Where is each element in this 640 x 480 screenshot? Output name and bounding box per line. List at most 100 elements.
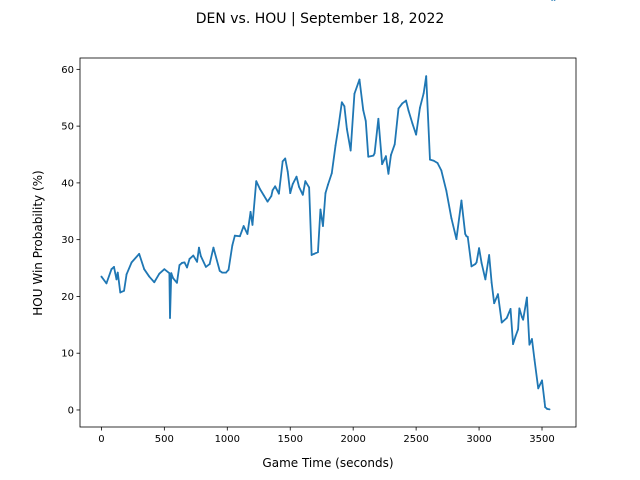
data-point xyxy=(432,159,435,162)
data-point xyxy=(163,268,166,271)
data-point xyxy=(291,183,294,185)
y-axis-label: HOU Win Probability (%) xyxy=(31,170,45,315)
data-point xyxy=(249,210,252,213)
data-point xyxy=(192,254,195,257)
data-point xyxy=(390,154,392,156)
data-point xyxy=(466,235,469,238)
data-point xyxy=(528,343,531,346)
data-point xyxy=(367,155,370,158)
data-point xyxy=(522,318,525,321)
data-point xyxy=(304,180,307,183)
data-point xyxy=(286,170,289,173)
data-point xyxy=(168,272,171,275)
data-point xyxy=(436,162,439,164)
data-point xyxy=(153,281,156,284)
data-point xyxy=(546,407,548,410)
data-point xyxy=(340,101,343,104)
data-point xyxy=(334,144,337,147)
data-point xyxy=(345,128,348,130)
data-point xyxy=(358,78,361,81)
data-point xyxy=(324,192,327,195)
data-point xyxy=(543,400,546,403)
data-point xyxy=(419,107,421,109)
data-point xyxy=(425,75,428,78)
axes-frame xyxy=(79,57,577,428)
data-point xyxy=(455,238,458,240)
data-point xyxy=(123,289,125,292)
data-point xyxy=(218,269,221,272)
data-point xyxy=(385,155,387,158)
data-point xyxy=(170,272,173,275)
data-point xyxy=(484,278,487,281)
data-point xyxy=(493,302,496,305)
data-point xyxy=(115,278,118,281)
data-point xyxy=(537,387,540,390)
data-point xyxy=(119,291,122,294)
data-point xyxy=(199,255,202,258)
data-point xyxy=(317,251,319,254)
data-point xyxy=(186,266,188,269)
data-point xyxy=(509,308,512,310)
data-point xyxy=(488,254,491,256)
data-point xyxy=(422,92,425,95)
data-point xyxy=(464,233,467,235)
y-tick-label: 40 xyxy=(61,178,74,189)
data-point xyxy=(176,281,178,284)
data-point xyxy=(450,217,453,219)
x-tick-label: 0 xyxy=(98,434,104,445)
y-axis-ticks: 0 10 20 30 40 50 60 xyxy=(61,65,80,416)
data-point xyxy=(362,109,365,112)
data-point xyxy=(415,133,418,136)
data-point xyxy=(514,335,517,338)
data-points xyxy=(100,0,556,411)
data-point xyxy=(551,0,553,1)
data-point xyxy=(169,317,171,319)
data-point xyxy=(407,109,410,112)
data-point xyxy=(143,268,146,271)
data-point xyxy=(500,321,503,324)
data-point xyxy=(445,189,448,192)
data-point xyxy=(298,185,300,188)
data-point xyxy=(138,252,141,255)
data-point xyxy=(497,293,499,296)
data-point xyxy=(397,107,400,110)
data-point xyxy=(255,180,258,183)
data-point xyxy=(526,296,528,299)
y-tick-label: 20 xyxy=(61,292,74,303)
data-point xyxy=(208,263,211,265)
x-tick-label: 3500 xyxy=(529,434,554,445)
data-point xyxy=(377,117,380,120)
data-point xyxy=(490,281,493,284)
data-point xyxy=(289,192,292,195)
data-point xyxy=(231,244,234,247)
x-tick-label: 500 xyxy=(155,434,174,445)
data-point xyxy=(238,235,241,238)
data-point xyxy=(387,172,390,175)
data-point xyxy=(373,152,376,155)
data-point xyxy=(227,268,230,271)
data-point xyxy=(353,92,356,95)
data-point xyxy=(308,186,311,189)
y-tick-label: 10 xyxy=(61,349,74,360)
data-point xyxy=(270,195,273,197)
data-point xyxy=(327,183,329,186)
data-point xyxy=(470,265,473,268)
data-point xyxy=(221,271,224,274)
data-point xyxy=(110,268,113,271)
data-point xyxy=(475,261,478,264)
data-point xyxy=(100,275,103,278)
y-tick-label: 0 xyxy=(68,405,74,416)
data-point xyxy=(319,208,322,211)
data-point xyxy=(301,193,304,196)
data-point xyxy=(405,99,407,102)
data-point xyxy=(474,263,477,265)
data-point xyxy=(518,307,521,310)
data-point xyxy=(429,158,431,161)
data-point xyxy=(364,120,367,122)
data-point xyxy=(259,188,261,191)
data-point xyxy=(225,271,227,274)
data-point xyxy=(313,252,316,255)
data-point xyxy=(553,0,556,1)
